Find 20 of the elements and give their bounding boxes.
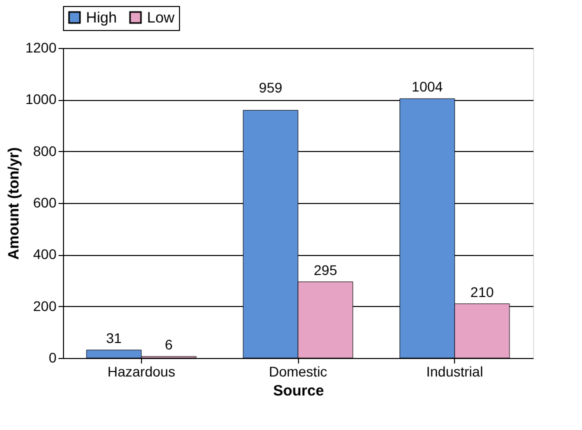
- legend-label: High: [86, 10, 117, 27]
- y-tick-label: 800: [33, 142, 57, 159]
- data-label: 295: [314, 262, 338, 278]
- data-label: 31: [106, 330, 122, 346]
- data-label: 210: [470, 284, 494, 300]
- x-tick-label: Domestic: [268, 364, 328, 380]
- x-tick-label: Industrial: [426, 364, 484, 380]
- data-label: 6: [164, 336, 173, 352]
- y-tick-label: 0: [48, 350, 57, 366]
- y-tick-label: 400: [33, 246, 57, 262]
- y-axis-title: Amount (ton/yr): [5, 147, 22, 260]
- y-tick-label: 200: [33, 298, 57, 314]
- legend-label: Low: [147, 10, 175, 27]
- y-tick-label: 600: [33, 194, 57, 210]
- x-tick-label: Hazardous: [107, 364, 176, 380]
- data-label: 959: [258, 80, 282, 96]
- data-label: 1004: [412, 78, 444, 95]
- y-tick-label: 1000: [25, 91, 57, 108]
- x-axis-title: Source: [273, 382, 324, 400]
- y-tick-label: 1200: [25, 40, 57, 56]
